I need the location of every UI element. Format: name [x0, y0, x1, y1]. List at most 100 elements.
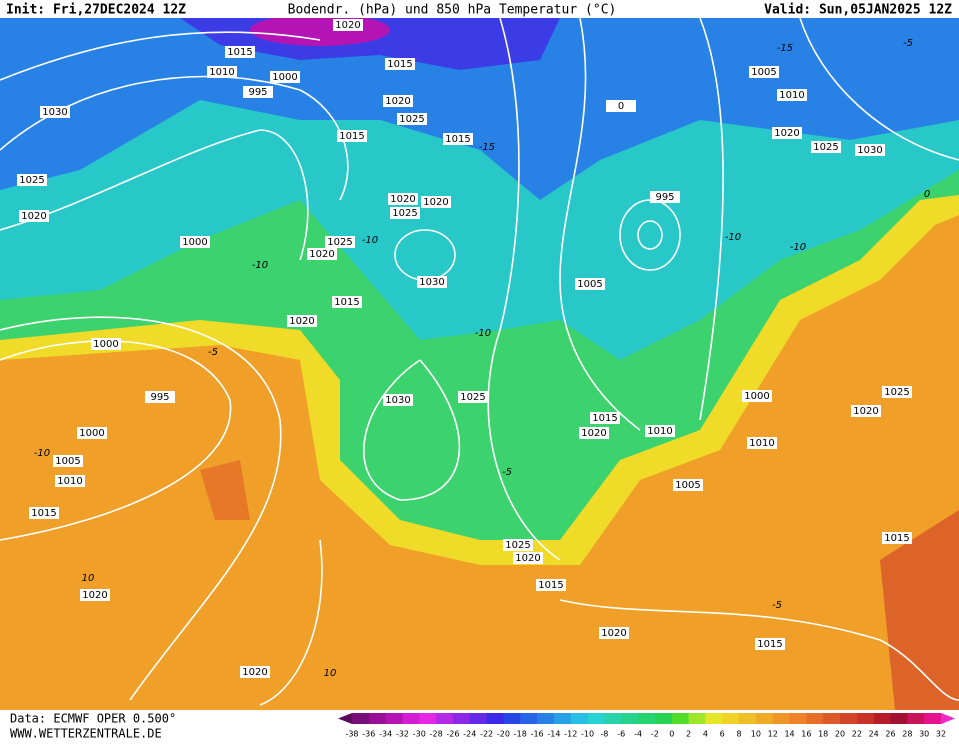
scale-tick-label: 28	[902, 730, 912, 739]
isobar-label-box	[29, 507, 59, 519]
map-title: Bodendr. (hPa) und 850 hPa Temperatur (°…	[288, 3, 617, 18]
isobar-label: 1030	[419, 277, 444, 288]
temperature-label: -10	[790, 242, 806, 253]
isobar-label: 1000	[93, 339, 118, 350]
isobar-label-box	[575, 278, 605, 290]
isobar-label: 1020	[289, 316, 314, 327]
color-swatch	[604, 713, 622, 724]
isobar-label: 1015	[387, 59, 412, 70]
isobar	[0, 340, 232, 541]
scale-tick-label: -38	[345, 730, 358, 739]
isobar-label: 1020	[385, 96, 410, 107]
scale-tick-label: 12	[768, 730, 778, 739]
isobar	[0, 31, 321, 81]
color-swatch	[772, 713, 791, 724]
isobar-label: 1005	[55, 456, 80, 467]
isobar-label-box	[606, 100, 636, 112]
color-swatch	[873, 713, 892, 724]
color-swatch	[385, 713, 403, 724]
isobar-label-box	[337, 130, 367, 142]
isobar-label: 1015	[445, 134, 470, 145]
isobar-label-box	[421, 196, 451, 208]
color-swatch	[638, 713, 656, 724]
temperature-label: 0	[924, 189, 930, 200]
temperature-label: -5	[208, 347, 218, 358]
isobar-label: 1025	[19, 175, 44, 186]
isobar-label-box	[513, 552, 543, 564]
temperature-label: -5	[502, 467, 512, 478]
isobar-label: 1020	[581, 428, 606, 439]
isobar-label-box	[811, 141, 841, 153]
scale-tick-label: -34	[379, 730, 392, 739]
color-swatch	[419, 713, 437, 724]
isobar-label-box	[332, 296, 362, 308]
isobar-label: 1025	[505, 540, 530, 551]
isobar-label: 1005	[577, 279, 602, 290]
extreme-cold-field	[250, 14, 390, 46]
scale-tick-label: -32	[396, 730, 409, 739]
isobar-label: 1020	[82, 590, 107, 601]
isobar-label: 1010	[749, 438, 774, 449]
color-swatch	[402, 713, 420, 724]
isobar-label: 1015	[339, 131, 364, 142]
temperature-label: -10	[362, 235, 378, 246]
isobar-label-box	[55, 475, 85, 487]
isobar-label: 1010	[647, 426, 672, 437]
isobar-label: 1030	[857, 145, 882, 156]
isobar-label-box	[333, 19, 363, 31]
isobar-label-box	[772, 127, 802, 139]
isobar-label-box	[749, 66, 779, 78]
scale-tick-label: -14	[547, 730, 560, 739]
color-swatch	[368, 713, 387, 724]
isobar-label-box	[270, 71, 300, 83]
temperature-label: -10	[725, 232, 741, 243]
scale-tick-label: 30	[919, 730, 929, 739]
isobar	[259, 539, 323, 706]
scale-tick-label: -24	[463, 730, 476, 739]
scale-tick-label: 10	[751, 730, 761, 739]
isobar-label: 1025	[460, 392, 485, 403]
color-swatch	[654, 713, 673, 724]
isobar-label: 1020	[335, 20, 360, 31]
isobar-label-box	[53, 455, 83, 467]
hot-field	[880, 510, 959, 710]
isobar-label: 995	[150, 392, 169, 403]
isobar-label: 1015	[592, 413, 617, 424]
isobar-label-box	[80, 589, 110, 601]
isobar-label-box	[207, 66, 237, 78]
map-labels: 1020 1015 1010 1000 995 1030 1025 1020 1000 1015 1…	[17, 19, 930, 679]
isobar-label: 1030	[385, 395, 410, 406]
color-swatch	[924, 713, 942, 724]
color-swatch	[840, 713, 858, 724]
isobar	[559, 17, 641, 431]
isobar-label: 1020	[390, 194, 415, 205]
isobar-label: 1010	[209, 67, 234, 78]
isobar-label-box	[145, 391, 175, 403]
isobar-label: 1020	[423, 197, 448, 208]
isobar-label: 1025	[392, 208, 417, 219]
isobar-label-box	[443, 133, 473, 145]
isobar-label-box	[590, 412, 620, 424]
isobar-label-box	[17, 174, 47, 186]
isobar-label: 1020	[242, 667, 267, 678]
isobar-label: 1015	[538, 580, 563, 591]
isobar	[487, 17, 561, 561]
isobar-label-box	[747, 437, 777, 449]
color-swatch	[856, 713, 875, 724]
isobar-label: 1005	[751, 67, 776, 78]
scale-tick-label: 0	[669, 730, 674, 739]
isobar-label-box	[77, 427, 107, 439]
color-swatch	[452, 713, 471, 724]
color-swatch	[436, 713, 454, 724]
scale-tick-label: -26	[446, 730, 459, 739]
isobar-label-box	[390, 207, 420, 219]
isobar-label-box	[180, 236, 210, 248]
color-swatch	[570, 713, 589, 724]
scale-tick-label: 22	[852, 730, 862, 739]
isobar-label: 1000	[182, 237, 207, 248]
isobar-label: 1030	[42, 107, 67, 118]
color-swatch	[789, 713, 807, 724]
scale-tick-label: -6	[617, 730, 625, 739]
scale-tick-label: 24	[869, 730, 879, 739]
